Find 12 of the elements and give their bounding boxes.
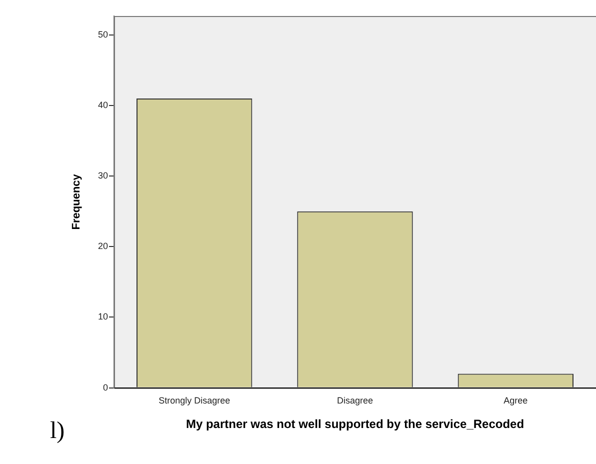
text: l) [50,418,65,445]
x-tick-label: Agree [504,396,528,406]
y-tick-label: 30 [98,170,108,181]
y-tick-label: 0 [102,382,108,392]
y-tick-label: 10 [98,312,108,322]
x-axis-title: My partner was not well supported by the service_Recoded [186,417,524,432]
x-tick-label: Strongly Disagree [158,396,230,406]
y-tick-label: 50 [98,30,108,40]
x-tick-label: Disagree [336,396,374,406]
y-tick-label: 40 [98,100,108,110]
y-tick-label: 20 [98,241,108,252]
y-axis-title: Frequency [70,173,83,230]
